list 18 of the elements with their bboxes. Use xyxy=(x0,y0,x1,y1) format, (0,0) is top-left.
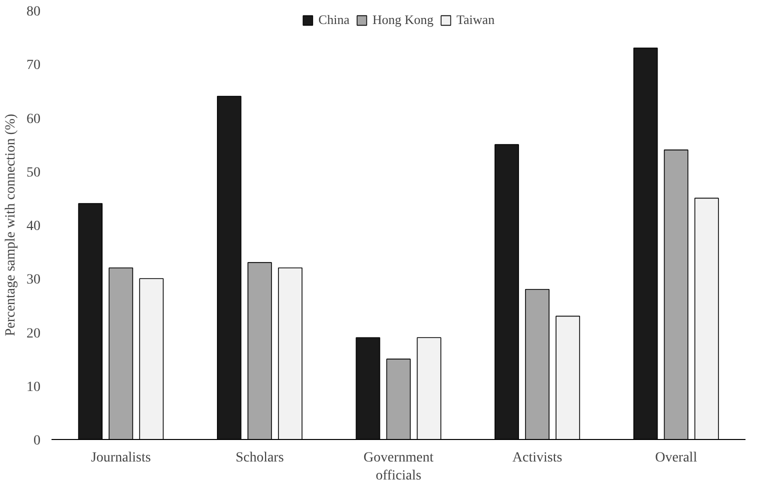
y-axis-title: Percentage sample with connection (%) xyxy=(4,113,18,336)
y-tick-label: 20 xyxy=(26,326,40,342)
x-tick-label: Journalists xyxy=(90,450,151,466)
y-tick-label: 10 xyxy=(26,380,40,395)
y-tick-label: 60 xyxy=(26,112,40,127)
legend-label: Taiwan xyxy=(456,12,495,28)
legend-label: Hong Kong xyxy=(372,12,434,28)
x-tick-label: Government officials xyxy=(364,450,434,484)
y-tick-label: 70 xyxy=(26,58,40,74)
y-tick-label: 40 xyxy=(26,219,40,234)
x-tick-label: Scholars xyxy=(236,450,284,466)
y-tick-label: 50 xyxy=(26,165,40,180)
y-tick-label: 0 xyxy=(34,434,40,448)
x-tick-label: Overall xyxy=(655,450,698,466)
legend-label: China xyxy=(318,12,350,28)
x-tick-label: Activists xyxy=(512,450,562,466)
y-tick-label: 30 xyxy=(26,272,40,288)
y-tick-label: 80 xyxy=(26,4,40,20)
